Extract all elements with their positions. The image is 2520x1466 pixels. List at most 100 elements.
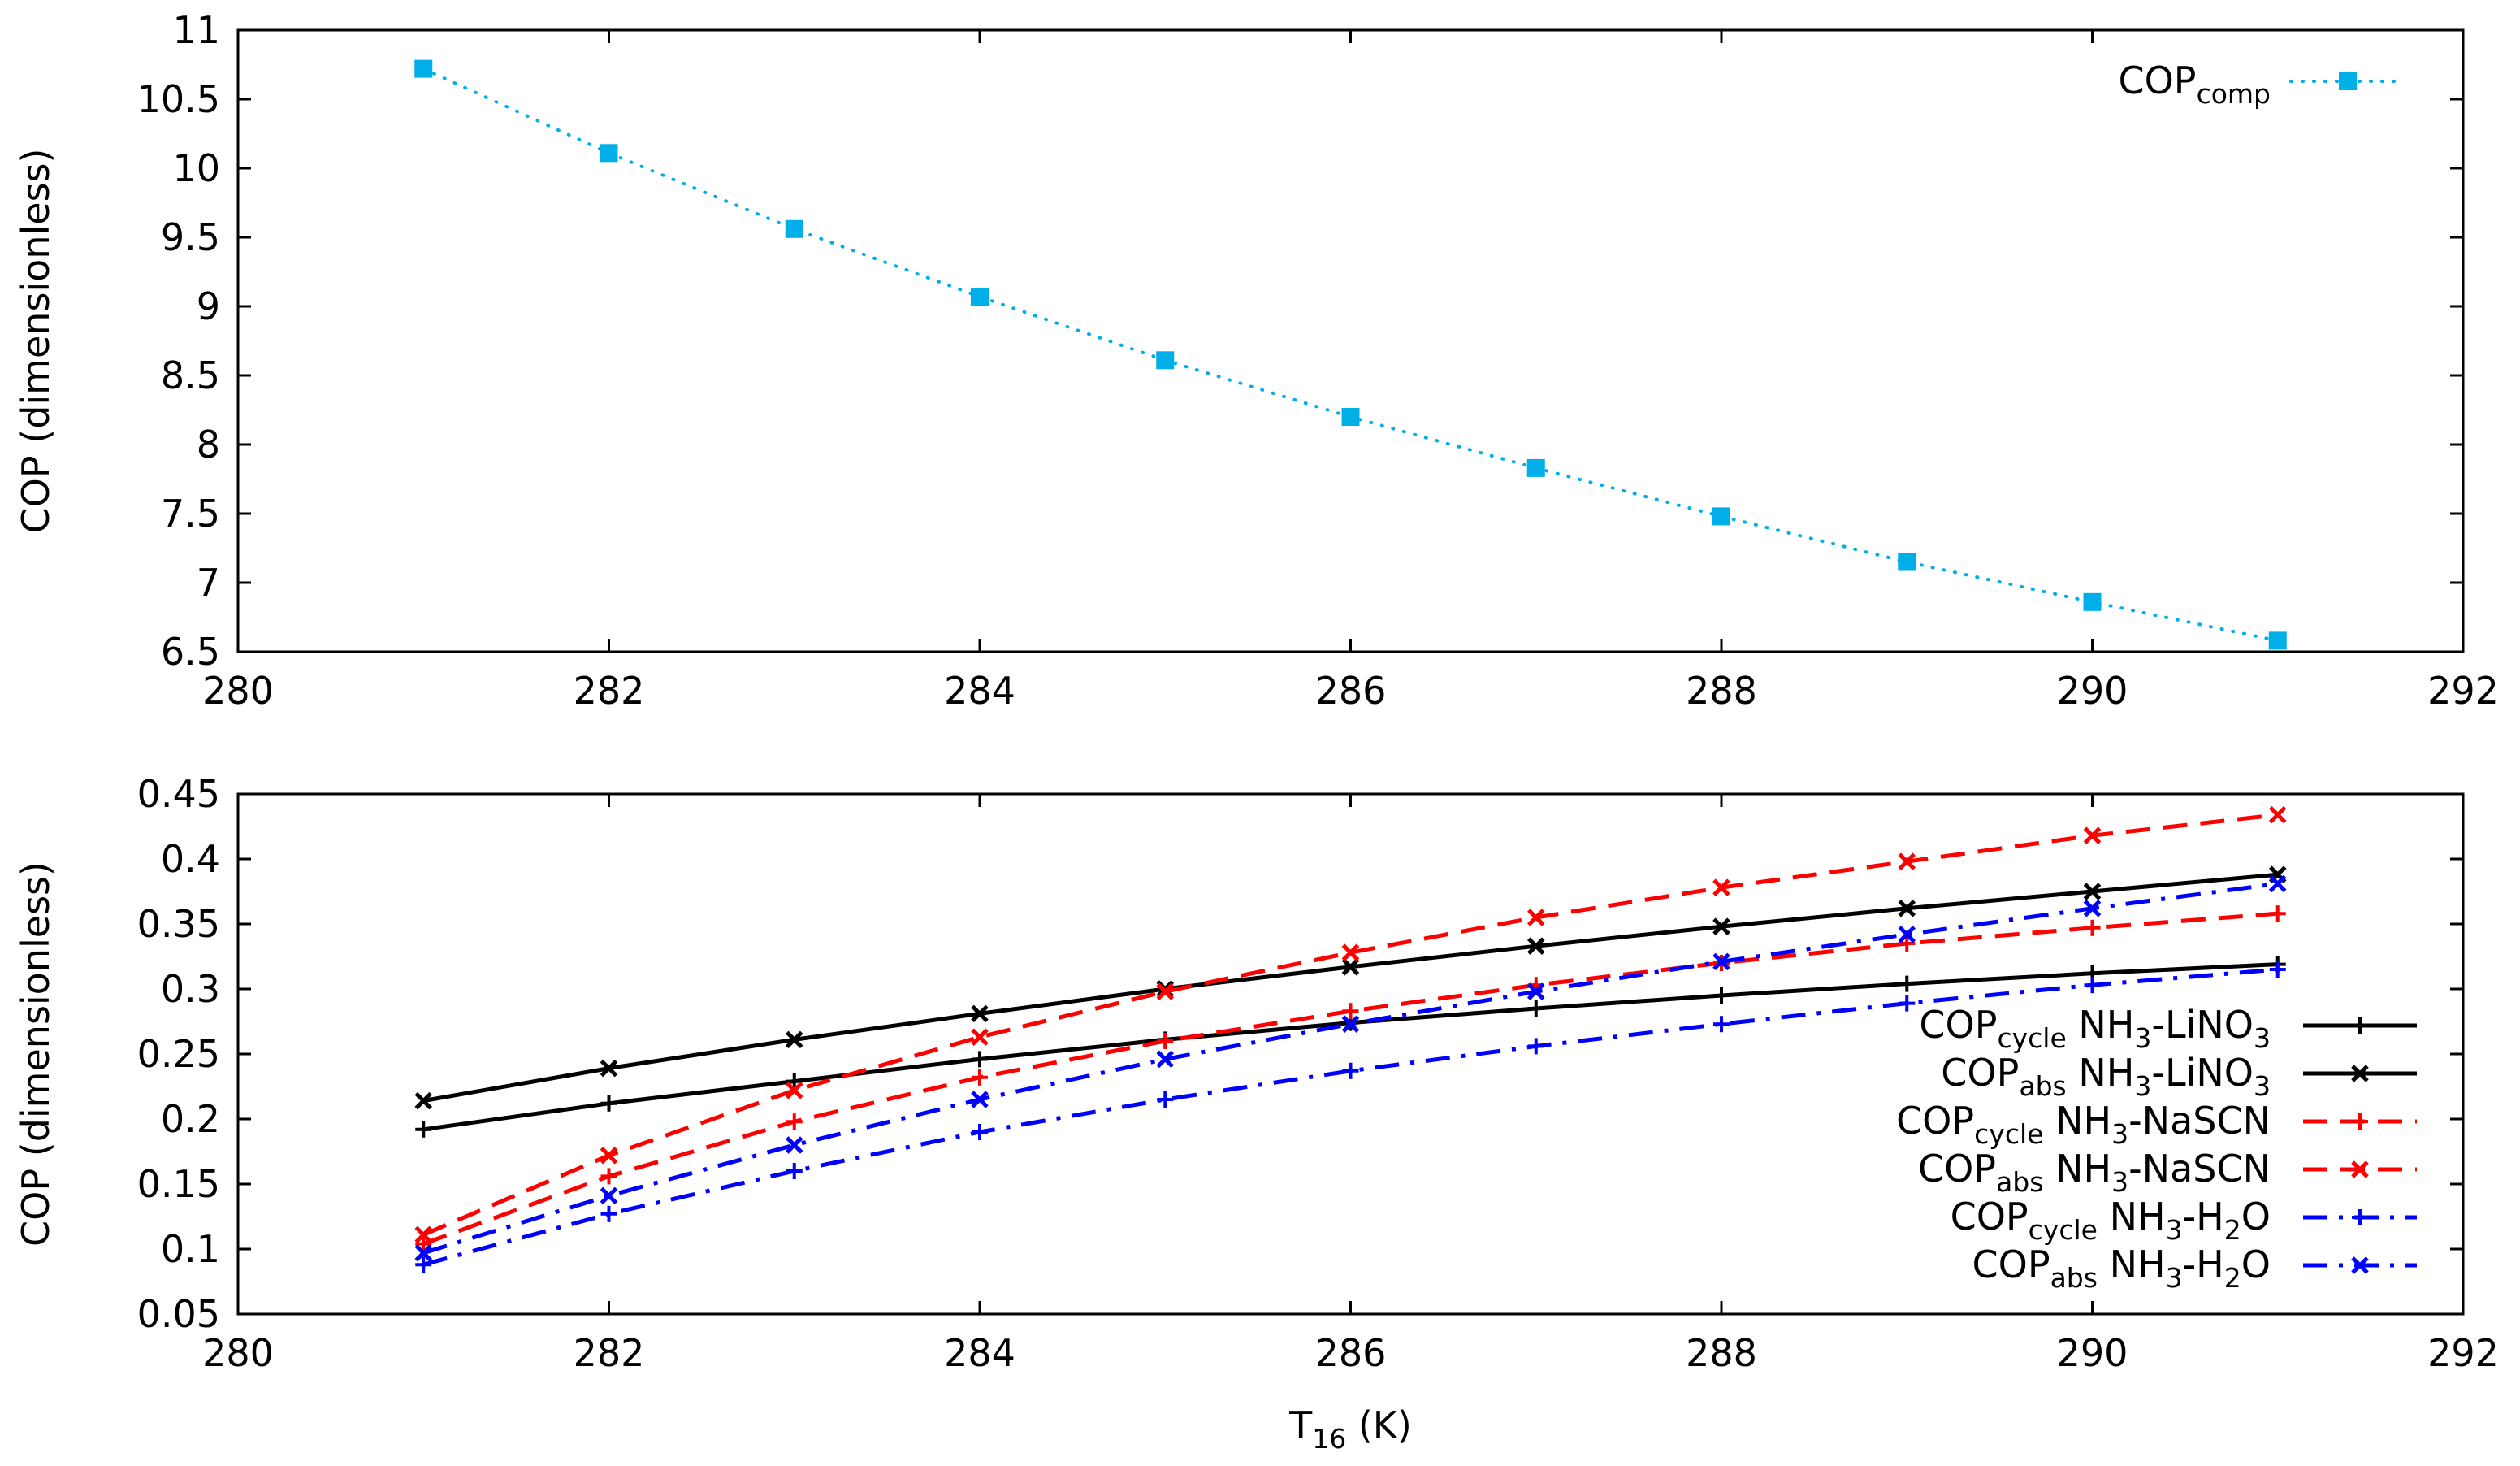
x-tick-label: 286 [1315,669,1387,713]
marker-stroke [785,1082,803,1100]
legend-text: NH [2043,1099,2111,1143]
x-tick-label: 284 [944,669,1015,713]
marker-stroke [1341,943,1360,961]
data-point [2268,631,2287,650]
x-axis-title-sub: 16 [1312,1423,1346,1455]
legend-subscript: 2 [2224,1214,2241,1246]
marker-stroke [971,1028,989,1046]
legend-item: COPcycle NH3-LiNO3 [1919,1003,2417,1054]
data-point [2269,905,2286,922]
data-point [1712,917,1730,935]
marker-stroke [2083,826,2102,844]
data-point [1526,909,1545,926]
x-tick-label: 290 [2057,1331,2128,1375]
legend-marker [2351,1065,2369,1082]
marker-stroke [1898,852,1916,870]
legend-text: NH [2098,1243,2166,1286]
marker-stroke [1156,982,1175,1000]
data-point [785,1030,803,1049]
y-tick-label: 0.3 [161,967,220,1011]
y-tick-label: 0.45 [137,772,220,816]
legend: COPcomp [2118,59,2406,110]
data-point [2083,826,2102,844]
data-point [1157,1033,1174,1049]
y-axis-title: COP (dimensionless) [14,861,58,1247]
marker-stroke [1712,952,1730,971]
y-tick-label: 9.5 [161,215,220,259]
data-point [1156,1050,1175,1069]
data-point [1713,987,1730,1004]
legend-text: NH [2043,1147,2111,1191]
legend-subscript: abs [2019,1070,2066,1102]
y-axis: 6.5 7 7.5 8 8.5 9 9.5 10 10.5 11 [137,8,2463,674]
data-point [600,1095,617,1112]
data-point [1341,943,1360,961]
y-tick-label: 7.5 [161,492,220,536]
data-point [786,1073,803,1090]
data-point [600,1168,617,1185]
y-tick-label: 10.5 [137,77,220,121]
legend-subscript: 3 [2166,1262,2183,1294]
legend-subscript: comp [2197,78,2271,110]
data-point [1341,408,1360,426]
data-point [785,1136,803,1154]
x-tick-label: 282 [574,1331,645,1375]
data-point [2083,900,2102,917]
data-point [600,1186,618,1205]
y-tick-label: 8 [197,423,220,466]
y-tick-label: 7 [197,561,220,605]
marker-stroke [1898,900,1916,917]
legend-subscript: cycle [2029,1214,2098,1246]
legend-marker [2352,1113,2368,1130]
data-point [2268,805,2287,824]
marker-stroke [2268,874,2287,893]
data-point [415,1256,432,1273]
data-point [1898,553,1916,571]
data-point [1899,935,1916,952]
legend-subscript: 3 [2134,1070,2151,1102]
data-point [1712,507,1730,526]
series-line [422,67,2280,643]
x-axis-title: T16 (K) [1288,1403,1412,1455]
marker-stroke [1712,917,1730,935]
legend-item: COPabs NH3-LiNO3 [1941,1051,2417,1102]
data-point [971,1028,989,1046]
marker-stroke [414,1244,433,1262]
legend-subscript: 3 [2254,1070,2271,1102]
y-tick-label: 0.1 [161,1227,220,1271]
y-tick-label: 0.2 [161,1097,220,1141]
data-point [415,1235,432,1252]
marker-stroke [971,1091,989,1108]
marker-stroke [414,1091,433,1110]
x-tick-label: 288 [1686,669,1757,713]
data-point [1342,1062,1359,1079]
marker-stroke [600,1059,618,1078]
legend-text: -H [2183,1243,2224,1286]
legend-item: COPcomp [2118,59,2406,110]
marker-stroke [1712,878,1730,896]
marker-stroke [971,1004,989,1023]
x-tick-label: 282 [574,669,645,713]
data-point [972,1124,988,1140]
data-point [1899,995,1916,1012]
series-group [414,805,2287,1273]
legend-text: COP [1951,1195,2029,1238]
data-point [600,144,618,163]
marker-stroke [2083,883,2102,900]
legend-text: COP [1918,1147,1996,1191]
data-point [414,1225,433,1244]
data-point [1898,926,1916,943]
data-point [2268,874,2287,893]
x-axis-title-main: T [1288,1403,1313,1447]
y-tick-label: 6.5 [161,630,220,674]
marker-stroke [1526,937,1545,955]
x-axis: 280 282 284 286 288 290 292 [202,30,2499,713]
data-point [971,288,989,306]
data-point [1342,1003,1359,1020]
legend-marker [2339,72,2357,90]
data-point [1527,1000,1544,1017]
legend-label: COPcycle NH3-LiNO3 [1919,1003,2271,1054]
series-line [422,881,2279,1256]
